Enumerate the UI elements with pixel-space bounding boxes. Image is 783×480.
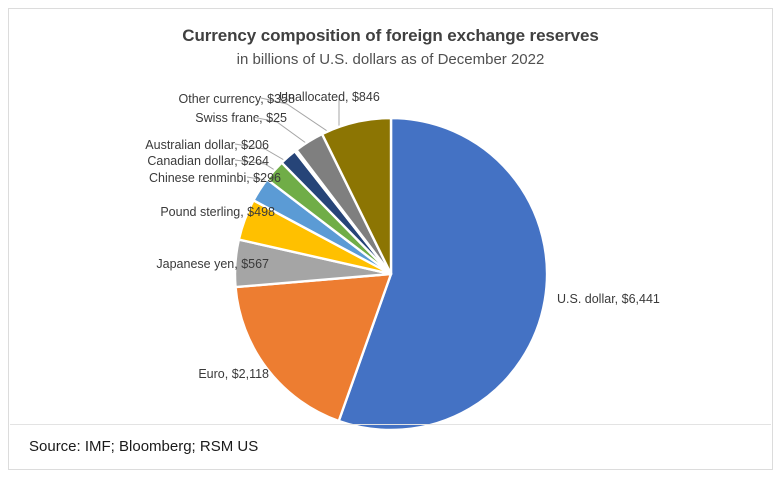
source-divider (10, 424, 771, 425)
pie-slice-u-s-dollar[interactable]: U.S. dollar, $6,441 (337, 116, 549, 432)
pie-slice-euro[interactable]: Euro, $2,118 (234, 272, 393, 423)
chart-frame: Currency composition of foreign exchange… (8, 8, 773, 470)
slice-label-pound-sterling: Pound sterling, $498 (160, 205, 275, 219)
slice-label-other-currency: Other currency, $358 (178, 92, 296, 106)
slice-label-us-dollar: U.S. dollar, $6,441 (557, 292, 660, 306)
slice-label-japanese-yen: Japanese yen, $567 (156, 257, 269, 271)
source-note: Source: IMF; Bloomberg; RSM US (29, 438, 259, 455)
slice-label-swiss-franc: Swiss franc, $25 (195, 111, 287, 125)
pie-slices: U.S. dollar, $6,441Euro, $2,118Japanese … (233, 116, 549, 432)
chart-subtitle: in billions of U.S. dollars as of Decemb… (236, 51, 545, 68)
slice-label-canadian-dollar: Canadian dollar, $264 (147, 154, 269, 168)
pie-slice-unallocated[interactable]: Unallocated, $846 (320, 116, 393, 276)
slice-label-unallocated: Unallocated, $846 (279, 90, 380, 104)
slice-label-euro: Euro, $2,118 (198, 367, 269, 381)
slice-label-australian-dollar: Australian dollar, $206 (145, 138, 269, 152)
chart-title: Currency composition of foreign exchange… (182, 26, 599, 45)
pie-chart-plot: U.S. dollar, $6,441Euro, $2,118Japanese … (233, 97, 549, 432)
slice-label-chinese-renminbi: Chinese renminbi, $296 (148, 171, 281, 185)
